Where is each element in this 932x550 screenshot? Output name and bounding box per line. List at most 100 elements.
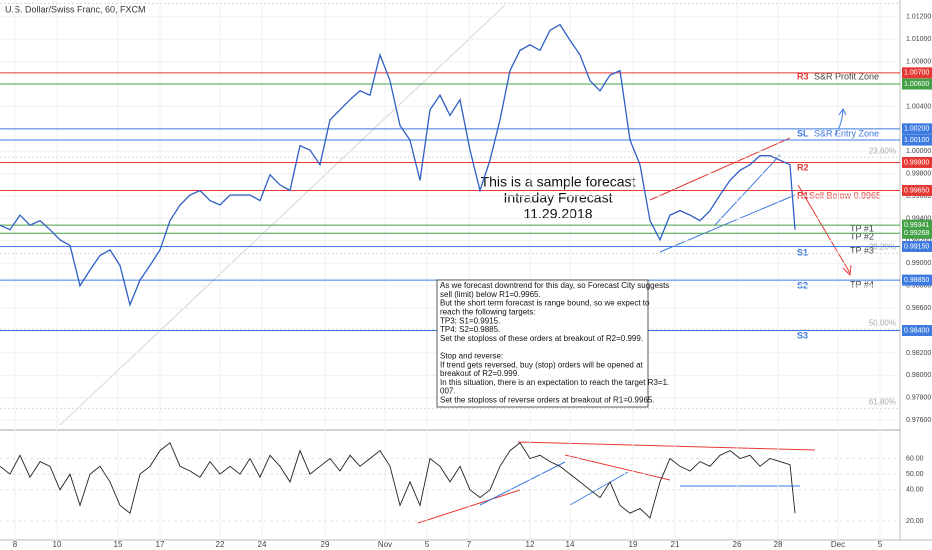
text-box-line: 007. (440, 387, 456, 396)
x-tick-label: 28 (774, 540, 783, 549)
level-label: 0.98850 (904, 277, 929, 284)
arrow-head (838, 108, 847, 116)
y-tick-label: 0.97600 (906, 417, 931, 424)
level-box (902, 78, 932, 90)
rsi-trendline (517, 441, 816, 451)
rsi-trendline (564, 454, 671, 481)
level-label: 0.99650 (904, 187, 929, 194)
level-box (902, 325, 932, 337)
text-box-line: But the short term forecast is range bou… (440, 299, 650, 308)
level-label: 1.00100 (904, 137, 929, 144)
note: S3 (797, 330, 808, 340)
y-tick-label: 0.99600 (906, 193, 931, 200)
y2-tick-label: 40.00 (906, 487, 924, 494)
fib-trend (59, 4, 506, 426)
level-label: 1.00700 (904, 70, 929, 77)
y2-tick-label: 20.00 (906, 518, 924, 525)
x-tick-label: 17 (156, 540, 165, 549)
text-box-line: Set the stoploss of reverse orders at br… (440, 396, 655, 405)
note: R2 (797, 162, 809, 172)
note: TP #1 (850, 223, 874, 233)
text-box-line: TP3: S1=0.9915. (440, 316, 500, 325)
y-tick-label: 0.98000 (906, 372, 931, 379)
series-line (0, 442, 796, 519)
text-box-line: In this situation, there is an expectati… (440, 378, 669, 387)
level-box (902, 227, 932, 239)
level-box (902, 219, 932, 231)
x-tick-label: 10 (53, 540, 62, 549)
y-tick-label: 0.97800 (906, 395, 931, 402)
note: TP #3 (850, 245, 874, 255)
x-tick-label: 21 (671, 540, 680, 549)
note: R1 (797, 190, 809, 200)
y-tick-label: 0.98600 (906, 305, 931, 312)
text-box-line: As we forecast downtrend for this day, s… (440, 281, 669, 290)
level-box (902, 274, 932, 286)
x-tick-label: 7 (467, 540, 472, 549)
level-box (902, 123, 932, 135)
note: S&R Profit Zone (814, 71, 879, 81)
x-tick-label: 24 (258, 540, 267, 549)
x-tick-label: 5 (878, 540, 883, 549)
y-tick-label: 0.99400 (906, 215, 931, 222)
fib-label: 50.00% (869, 318, 896, 327)
text-box (436, 279, 649, 408)
text-box-line: TP4: S2=0.9885. (440, 325, 500, 334)
level-label: 0.99900 (904, 159, 929, 166)
note: R3 (797, 71, 809, 81)
y-tick-label: 0.98200 (906, 350, 931, 357)
arrow (797, 184, 851, 274)
note: S&R Entry Zone (814, 128, 879, 138)
level-label: 0.99268 (904, 230, 929, 237)
note: SL (797, 128, 809, 138)
y2-tick-label: 60.00 (906, 455, 924, 462)
y-tick-label: 1.00000 (906, 148, 931, 155)
text-box-line: If trend gets reversed, buy (stop) order… (440, 360, 644, 369)
chart-title: U.S. Dollar/Swiss Franc, 60, FXCM (5, 4, 146, 14)
y-tick-label: 1.00800 (906, 58, 931, 65)
x-tick-label: Dec (831, 540, 845, 549)
text-box-line: reach the following targets: (440, 308, 536, 317)
text-box-line: breakout of R2=0.999. (440, 369, 519, 378)
level-label: 1.00600 (904, 81, 929, 88)
note: Sell Below 0.9965 (809, 190, 881, 200)
x-tick-label: 12 (526, 540, 535, 549)
x-tick-label: 14 (566, 540, 575, 549)
y-tick-label: 0.99800 (906, 171, 931, 178)
arrow (834, 109, 844, 136)
headline: 11.29.2018 (523, 206, 592, 222)
trendline (659, 194, 796, 253)
x-tick-label: 26 (733, 540, 742, 549)
text-box-line: sell (limit) below R1=0.9965. (440, 290, 541, 299)
fib-label: 23.60% (869, 146, 896, 155)
series-line (0, 23, 796, 307)
trendline (649, 137, 791, 201)
y-tick-label: 1.00400 (906, 103, 931, 110)
x-tick-label: 29 (321, 540, 330, 549)
level-label: 1.00200 (904, 126, 929, 133)
y2-tick-label: 50.00 (906, 471, 924, 478)
note: S1 (797, 247, 808, 257)
arrow-head (842, 264, 852, 277)
level-box (902, 67, 932, 79)
headline: Intraday Forecast (504, 190, 613, 206)
y-tick-label: 1.01200 (906, 14, 931, 21)
level-box (902, 240, 932, 252)
note: TP #2 (850, 231, 874, 241)
level-label: 0.98400 (904, 327, 929, 334)
x-tick-label: 22 (216, 540, 225, 549)
x-tick-label: 5 (425, 540, 430, 549)
x-tick-label: Nov (378, 540, 392, 549)
level-box (902, 184, 932, 196)
x-tick-label: 19 (629, 540, 638, 549)
rsi-trendline (479, 461, 566, 506)
level-box (902, 134, 932, 146)
level-label: 0.99341 (904, 222, 929, 229)
text-box-line: Stop and reverse: (440, 352, 503, 361)
x-tick-label: 8 (13, 540, 18, 549)
y-tick-label: 1.01000 (906, 36, 931, 43)
y-tick-label: 0.98800 (906, 283, 931, 290)
text-box-line: Set the stoploss of these orders at brea… (440, 334, 643, 343)
